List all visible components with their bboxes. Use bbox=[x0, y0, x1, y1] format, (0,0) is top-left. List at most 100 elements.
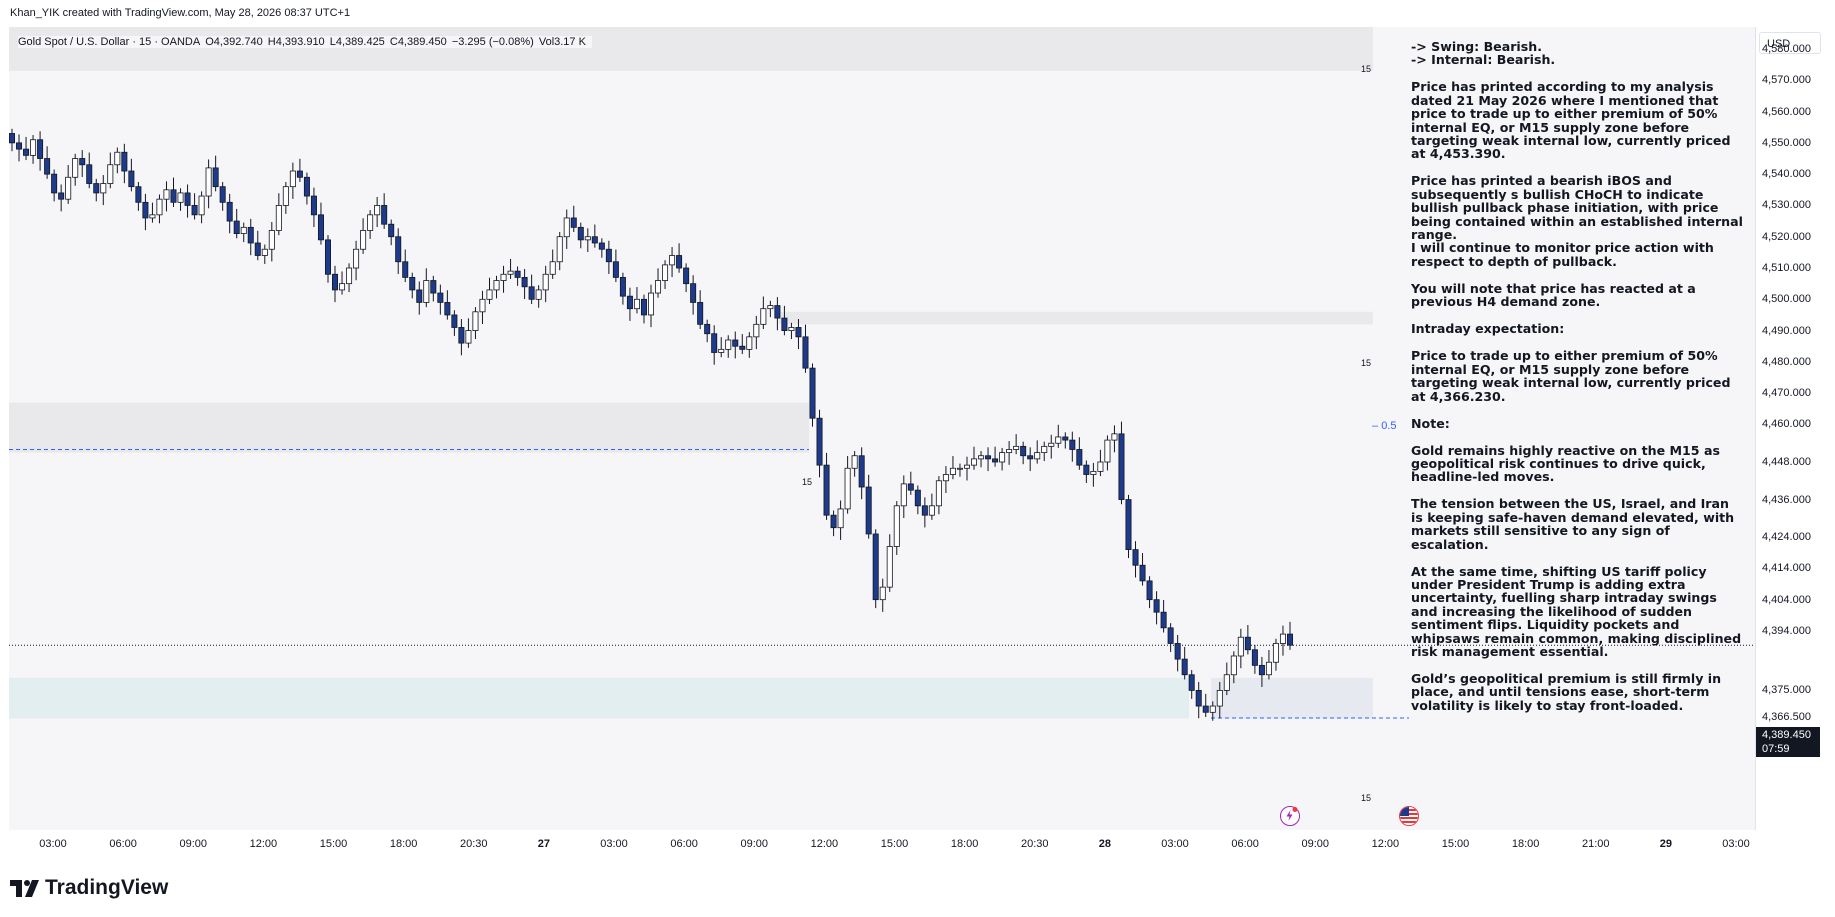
time-tick-label: 20:30 bbox=[1020, 838, 1049, 850]
chart-credit: Khan_YIK created with TradingView.com, M… bbox=[10, 7, 351, 19]
bear-candle bbox=[739, 345, 746, 350]
note-paragraph: -> Swing: Bearish. -> Internal: Bearish. bbox=[1411, 39, 1556, 68]
time-tick-label: 18:00 bbox=[950, 838, 979, 850]
bull-candle bbox=[1209, 705, 1216, 713]
bear-candle bbox=[409, 277, 416, 291]
bull-candle bbox=[648, 292, 655, 316]
bear-candle bbox=[1020, 445, 1027, 457]
price-tick-label: 4,490.000 bbox=[1762, 324, 1811, 337]
bull-candle bbox=[1097, 461, 1104, 472]
note-paragraph: Gold’s geopolitical premium is still fir… bbox=[1411, 670, 1722, 713]
bull-candle bbox=[633, 298, 640, 310]
price-axis[interactable] bbox=[1755, 27, 1835, 830]
supply-zone bbox=[9, 27, 1373, 71]
price-tick-label: 4,470.000 bbox=[1762, 387, 1811, 400]
symbol-name[interactable]: Gold Spot / U.S. Dollar · 15 · OANDA bbox=[18, 36, 201, 48]
change-value: −3.295 (−0.08%) bbox=[451, 36, 534, 48]
bull-candle bbox=[493, 280, 500, 291]
bear-candle bbox=[985, 455, 992, 460]
bull-candle bbox=[1034, 452, 1041, 460]
bull-candle bbox=[837, 508, 844, 529]
bull-candle bbox=[718, 348, 725, 353]
bull-candle bbox=[584, 236, 591, 241]
bear-candle bbox=[1251, 649, 1258, 666]
bull-candle bbox=[65, 176, 72, 200]
bear-candle bbox=[79, 158, 86, 166]
bull-candle bbox=[30, 139, 37, 156]
bear-candle bbox=[781, 317, 788, 331]
price-tick-label: 4,436.000 bbox=[1762, 493, 1811, 506]
bear-candle bbox=[711, 333, 718, 353]
bull-candle bbox=[1216, 690, 1223, 707]
bull-candle bbox=[893, 505, 900, 547]
bear-candle bbox=[23, 148, 30, 156]
bear-candle bbox=[142, 201, 149, 219]
bear-candle bbox=[683, 267, 690, 285]
fib-level-label: – 0.5 bbox=[1372, 420, 1397, 432]
bear-candle bbox=[254, 242, 261, 256]
zone-label: 15 bbox=[1361, 793, 1372, 803]
bull-candle bbox=[479, 298, 486, 313]
bear-candle bbox=[1160, 611, 1167, 629]
bear-candle bbox=[212, 167, 219, 188]
zone-label: 15 bbox=[802, 477, 813, 487]
bear-candle bbox=[626, 295, 633, 310]
bull-candle bbox=[900, 483, 907, 507]
bull-candle bbox=[1006, 449, 1013, 454]
bull-candle bbox=[374, 205, 381, 216]
bear-candle bbox=[872, 533, 879, 601]
candlestick-chart[interactable] bbox=[9, 27, 1755, 830]
note-paragraph: Gold remains highly reactive on the M15 … bbox=[1411, 442, 1720, 485]
bear-candle bbox=[732, 339, 739, 347]
bear-candle bbox=[9, 133, 15, 144]
bull-candle bbox=[725, 339, 732, 350]
bear-candle bbox=[619, 277, 626, 297]
bull-candle bbox=[100, 183, 107, 194]
bull-candle bbox=[851, 455, 858, 469]
bear-candle bbox=[1287, 633, 1294, 646]
us-flag-icon[interactable] bbox=[1399, 806, 1419, 826]
tradingview-logo-icon bbox=[10, 878, 40, 898]
bull-candle bbox=[339, 283, 346, 291]
currency-selector[interactable]: USD bbox=[1759, 32, 1821, 54]
bull-candle bbox=[1048, 442, 1055, 447]
bull-candle bbox=[507, 270, 514, 275]
bear-candle bbox=[858, 455, 865, 488]
bear-candle bbox=[1181, 658, 1188, 676]
time-tick-label: 09:00 bbox=[1301, 838, 1330, 850]
volume-value: Vol3.17 K bbox=[538, 36, 586, 48]
bear-candle bbox=[1132, 549, 1139, 566]
zone-label: 15 bbox=[1361, 64, 1372, 74]
bear-candle bbox=[388, 223, 395, 238]
note-paragraph: Note: bbox=[1411, 415, 1450, 431]
time-tick-label: 03:00 bbox=[1722, 838, 1750, 850]
price-tick-label: 4,366.500 bbox=[1762, 711, 1811, 723]
bull-candle bbox=[1090, 470, 1097, 475]
bull-candle bbox=[788, 327, 795, 331]
chart-pane[interactable] bbox=[9, 27, 1755, 830]
bear-candle bbox=[1076, 449, 1083, 466]
time-tick-label: 03:00 bbox=[600, 838, 628, 850]
bull-candle bbox=[1104, 439, 1111, 463]
bull-candle bbox=[978, 455, 985, 460]
bear-candle bbox=[823, 464, 830, 516]
bear-candle bbox=[247, 226, 254, 244]
bull-candle bbox=[1265, 661, 1272, 676]
bear-candle bbox=[184, 192, 191, 206]
note-paragraph: At the same time, shifting US tariff pol… bbox=[1411, 563, 1742, 659]
bear-candle bbox=[121, 151, 128, 172]
lightning-icon[interactable] bbox=[1280, 806, 1300, 826]
time-axis[interactable] bbox=[9, 830, 1755, 858]
bear-candle bbox=[514, 270, 521, 278]
time-tick-label: 09:00 bbox=[740, 838, 769, 850]
symbol-info[interactable]: Gold Spot / U.S. Dollar · 15 · OANDA O4,… bbox=[18, 36, 592, 48]
time-tick-label: 28 bbox=[1098, 838, 1111, 850]
bear-candle bbox=[1174, 643, 1181, 660]
bull-candle bbox=[1111, 433, 1118, 441]
bull-candle bbox=[367, 214, 374, 231]
high-value: H4,393.910 bbox=[267, 36, 325, 48]
bull-candle bbox=[886, 546, 893, 588]
price-tick-label: 4,394.000 bbox=[1762, 624, 1811, 637]
bear-candle bbox=[992, 458, 999, 463]
bull-candle bbox=[177, 192, 184, 203]
